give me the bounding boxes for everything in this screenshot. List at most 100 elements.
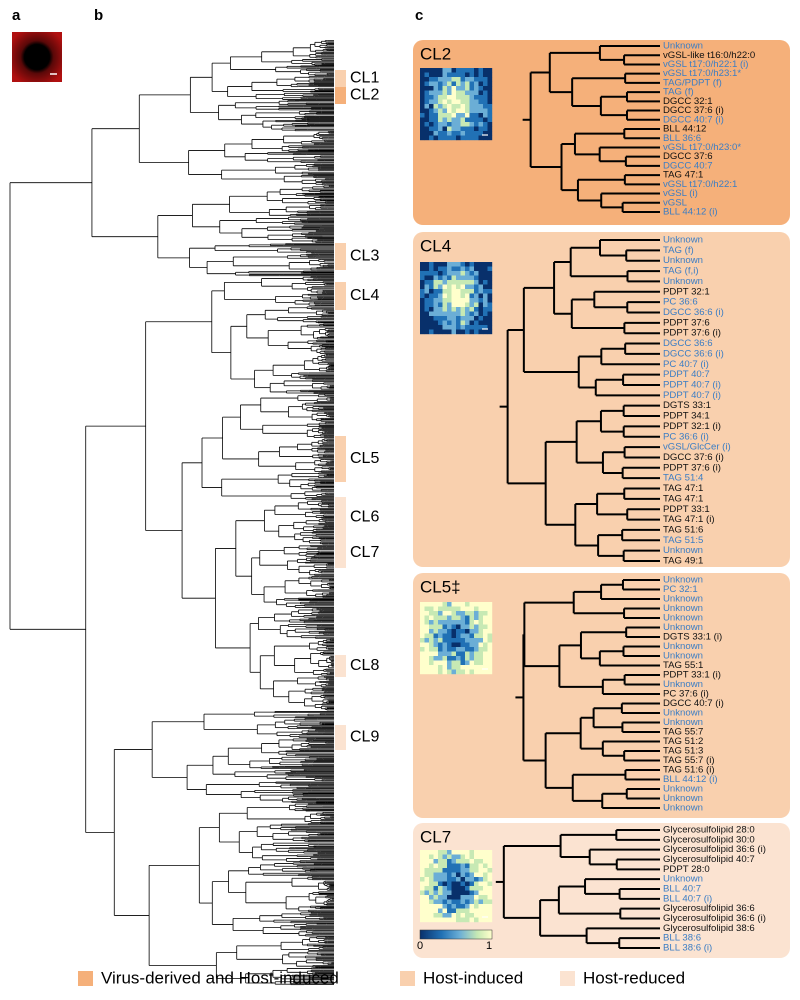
heatmap-cell xyxy=(460,298,466,303)
heatmap-cell xyxy=(478,117,484,123)
heatmap-cell xyxy=(438,872,443,878)
heatmap-cell xyxy=(483,669,488,675)
heatmap-cell xyxy=(487,881,493,887)
heatmap-cell xyxy=(456,329,461,335)
heatmap-cell xyxy=(433,651,439,657)
cluster-panel xyxy=(413,40,790,225)
heatmap-cell xyxy=(456,633,461,639)
heatmap-cell xyxy=(469,665,475,670)
heatmap-cell xyxy=(460,624,466,630)
heatmap-cell xyxy=(460,280,466,285)
heatmap-cell xyxy=(433,638,439,643)
heatmap-cell xyxy=(465,81,470,87)
heatmap-cell xyxy=(456,108,461,114)
heatmap-cell xyxy=(478,917,484,923)
heatmap-cell xyxy=(424,895,430,900)
heatmap-cell xyxy=(447,284,452,290)
heatmap-cell xyxy=(420,850,425,855)
heatmap-cell xyxy=(433,289,439,294)
heatmap-cell xyxy=(424,266,430,272)
heatmap-cell xyxy=(451,895,457,900)
leaf-label: Unknown xyxy=(663,276,703,287)
heatmap-cell xyxy=(469,606,475,612)
heatmap-cell xyxy=(465,311,470,317)
heatmap-cell xyxy=(456,311,461,317)
heatmap-cell xyxy=(433,611,439,616)
leaf-label: PC 36:6 (i) xyxy=(663,431,709,442)
heatmap-cell xyxy=(447,624,452,630)
heatmap-cell xyxy=(451,647,457,652)
heatmap-cell xyxy=(460,311,466,317)
heatmap-cell xyxy=(465,266,470,272)
heatmap-cell xyxy=(487,859,493,864)
heatmap-cell xyxy=(451,881,457,887)
heatmap-cell xyxy=(442,624,448,630)
heatmap-cell xyxy=(469,298,475,303)
heatmap-cell xyxy=(478,895,484,900)
heatmap-cell xyxy=(483,881,488,887)
heatmap-cell xyxy=(420,877,425,882)
heatmap-cell xyxy=(483,126,488,132)
heatmap-cell xyxy=(465,611,470,616)
heatmap-cell xyxy=(474,908,479,914)
heatmap-cell xyxy=(442,656,448,661)
heatmap-cell xyxy=(483,307,488,312)
heatmap-cell xyxy=(429,868,434,873)
heatmap-cell xyxy=(469,624,475,630)
heatmap-cell xyxy=(465,284,470,290)
heatmap-cell xyxy=(424,624,430,630)
heatmap-cell xyxy=(424,606,430,612)
heatmap-cell xyxy=(424,669,430,675)
heatmap-cell xyxy=(420,86,425,91)
heatmap-cell xyxy=(433,298,439,303)
leaf-label: DGCC 32:1 xyxy=(663,96,713,107)
heatmap-cell xyxy=(478,868,484,873)
heatmap-cell xyxy=(460,913,466,918)
heatmap-cell xyxy=(424,117,430,123)
heatmap-cell xyxy=(420,293,425,299)
heatmap-cell xyxy=(420,68,425,73)
heatmap-cell xyxy=(424,284,430,290)
heatmap-cell xyxy=(474,899,479,905)
heatmap-cell xyxy=(474,624,479,630)
heatmap-cell xyxy=(429,90,434,96)
heatmap-cell xyxy=(474,72,479,78)
heatmap-cell xyxy=(478,289,484,294)
leaf-label: TAG 49:1 xyxy=(663,556,703,567)
heatmap-cell xyxy=(429,77,434,82)
heatmap-cell xyxy=(483,122,488,127)
heatmap-cell xyxy=(424,68,430,73)
heatmap-cell xyxy=(429,660,434,666)
heatmap-cell xyxy=(442,131,448,136)
heatmap-cell xyxy=(438,307,443,312)
heatmap-cell xyxy=(451,131,457,136)
heatmap-cell xyxy=(483,656,488,661)
heatmap-cell xyxy=(420,280,425,285)
leaf-label: Unknown xyxy=(663,874,703,885)
heatmap-cell xyxy=(456,881,461,887)
heatmap-cell xyxy=(483,293,488,299)
heatmap-cell xyxy=(487,293,493,299)
leaf-label: PDPT 40:7 (i) xyxy=(663,379,721,390)
heatmap-cell xyxy=(420,117,425,123)
heatmap-cell xyxy=(460,307,466,312)
heatmap-cell xyxy=(420,886,425,891)
heatmap-cell xyxy=(487,95,493,100)
heatmap-cell xyxy=(433,642,439,648)
heatmap-cell xyxy=(460,72,466,78)
heatmap-cell xyxy=(442,863,448,869)
heatmap-cell xyxy=(469,660,475,666)
heatmap-cell xyxy=(456,316,461,321)
heatmap-cell xyxy=(483,854,488,860)
heatmap-cell xyxy=(447,611,452,616)
heatmap-cell xyxy=(487,284,493,290)
heatmap-cell xyxy=(469,302,475,308)
heatmap-cell xyxy=(469,122,475,127)
heatmap-cell xyxy=(469,602,475,607)
heatmap-cell xyxy=(429,68,434,73)
heatmap-cell xyxy=(460,293,466,299)
leaf-label: TAG/PDPT (f) xyxy=(663,77,722,88)
heatmap-cell xyxy=(451,72,457,78)
heatmap-cell xyxy=(456,280,461,285)
heatmap-cell xyxy=(424,325,430,330)
